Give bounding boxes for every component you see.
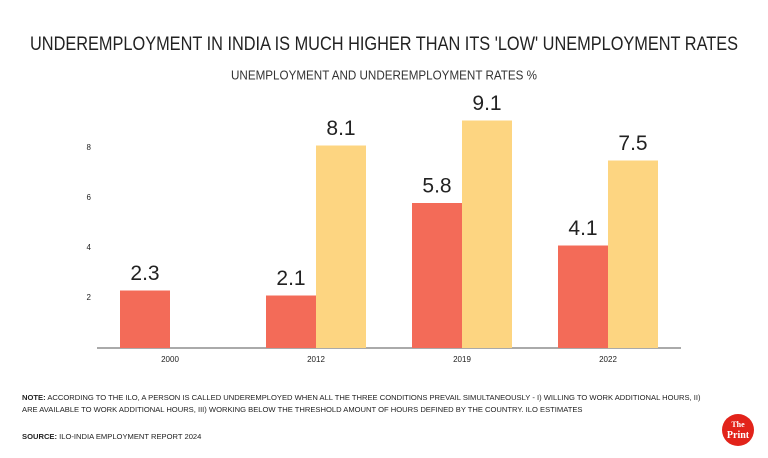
note-label: NOTE: — [22, 393, 46, 402]
note-text: ACCORDING TO THE ILO, A PERSON IS CALLED… — [22, 393, 701, 414]
chart-subtitle: UNEMPLOYMENT AND UNDEREMPLOYMENT RATES % — [231, 67, 537, 82]
bar — [316, 145, 366, 348]
source-text: ILO-INDIA EMPLOYMENT REPORT 2024 — [59, 432, 202, 441]
data-label: 5.8 — [422, 175, 451, 198]
logo-bottom: Print — [726, 430, 750, 441]
bar — [558, 245, 608, 348]
source-label: SOURCE: — [22, 432, 58, 441]
note: NOTE: ACCORDING TO THE ILO, A PERSON IS … — [22, 392, 712, 416]
bar — [266, 295, 316, 348]
logo-top: The — [731, 420, 745, 429]
source: SOURCE: ILO-INDIA EMPLOYMENT REPORT 2024 — [22, 431, 712, 443]
chart-title: UNDEREMPLOYMENT IN INDIA IS MUCH HIGHER … — [30, 34, 738, 55]
y-tick-label: 6 — [87, 193, 92, 202]
bar — [462, 120, 512, 348]
x-tick-label: 2019 — [453, 355, 471, 364]
y-tick-label: 2 — [87, 293, 92, 302]
bar — [120, 290, 170, 348]
data-label: 4.1 — [568, 217, 597, 240]
data-label: 7.5 — [618, 132, 647, 155]
data-label: 8.1 — [326, 117, 355, 140]
bar — [608, 160, 658, 348]
data-label: 2.3 — [130, 262, 159, 285]
data-label: 9.1 — [472, 92, 501, 115]
chart: UNDEREMPLOYMENT IN INDIA IS MUCH HIGHER … — [30, 34, 738, 364]
logo: The Print — [722, 414, 754, 446]
x-tick-label: 2000 — [161, 355, 179, 364]
x-tick-label: 2022 — [599, 355, 617, 364]
bar — [412, 203, 462, 348]
y-tick-label: 4 — [87, 243, 92, 252]
x-tick-label: 2012 — [307, 355, 325, 364]
y-tick-label: 8 — [87, 143, 92, 152]
data-label: 2.1 — [276, 267, 305, 290]
